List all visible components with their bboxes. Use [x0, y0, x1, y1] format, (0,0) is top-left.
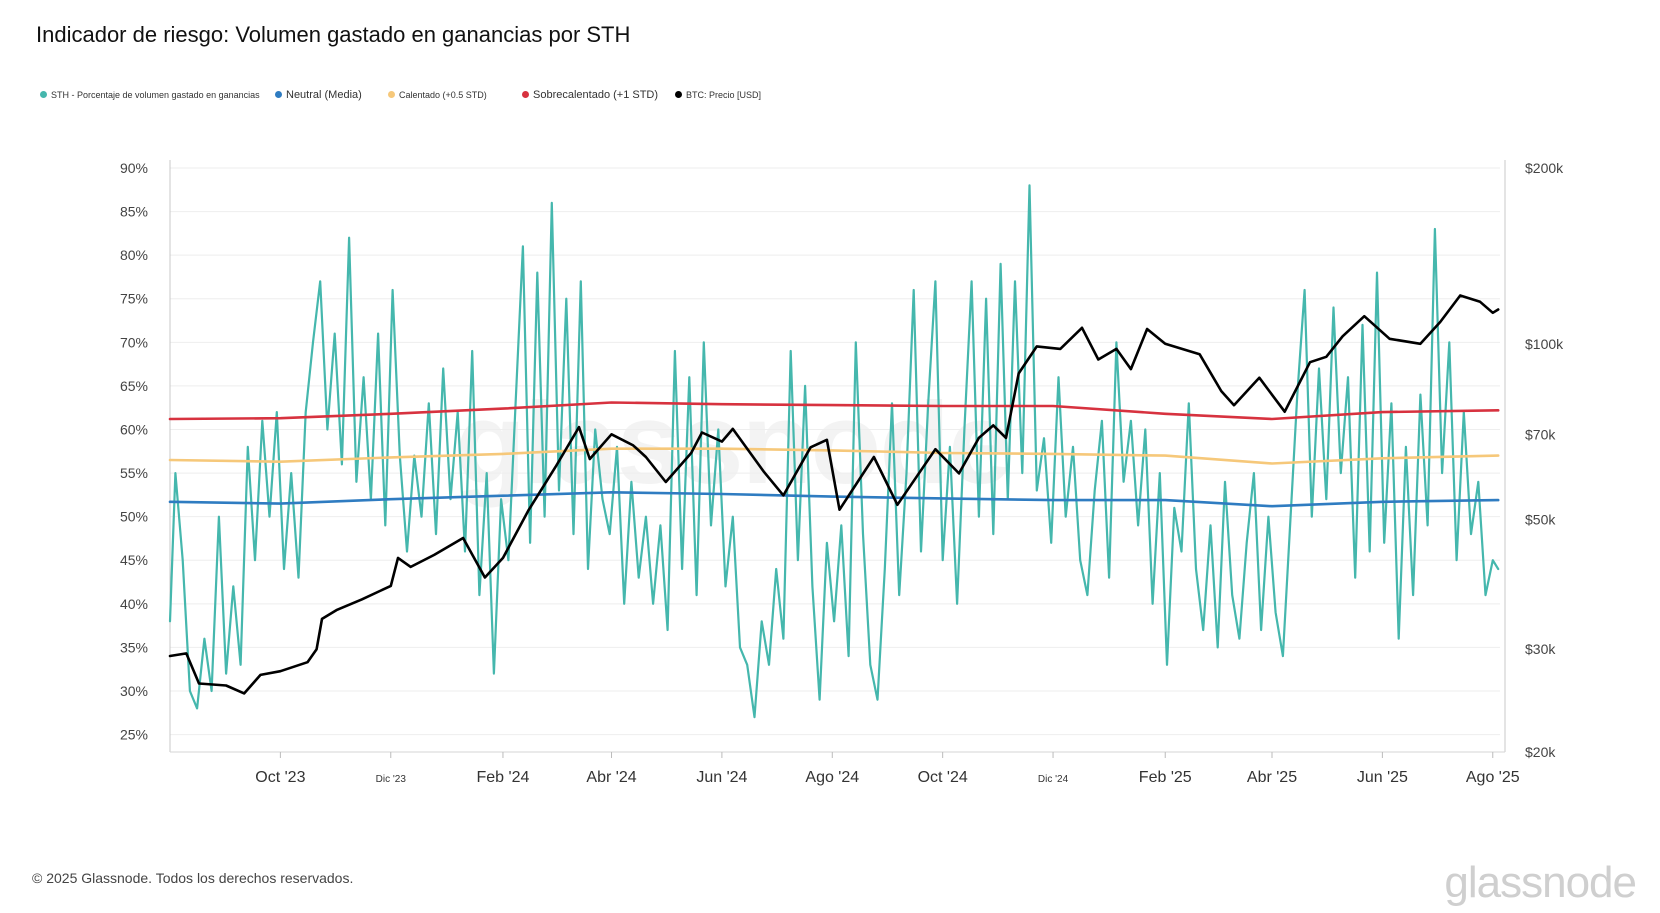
x-tick-label: Dic '24	[1038, 774, 1069, 785]
x-tick-label: Ago '25	[1466, 769, 1520, 786]
series-line	[168, 401, 1500, 421]
y-left-tick-label: 30%	[120, 683, 148, 699]
y-left-tick-label: 40%	[120, 596, 148, 612]
y-left-tick-label: 70%	[120, 334, 148, 350]
chart-legend: STH - Porcentaje de volumen gastado en g…	[40, 88, 840, 104]
x-tick-label: Abr '25	[1247, 769, 1297, 786]
legend-item: STH - Porcentaje de volumen gastado en g…	[40, 88, 260, 102]
legend-swatch	[275, 90, 282, 98]
legend-swatch	[675, 91, 682, 99]
series-line	[168, 447, 1500, 465]
series-line	[168, 491, 1500, 508]
copyright-footer: © 2025 Glassnode. Todos los derechos res…	[32, 870, 354, 886]
y-left-tick-label: 55%	[120, 465, 148, 481]
legend-swatch	[522, 90, 529, 98]
x-tick-label: Jun '25	[1357, 769, 1408, 786]
y-left-tick-label: 85%	[120, 204, 148, 220]
brand-logo: glassnode	[1444, 858, 1637, 907]
legend-label: STH - Porcentaje de volumen gastado en g…	[51, 90, 260, 100]
x-tick-label: Ago '24	[805, 769, 859, 786]
y-left-tick-label: 45%	[120, 552, 148, 568]
y-right-tick-label: $20k	[1525, 744, 1556, 760]
y-right-tick-label: $30k	[1525, 641, 1556, 657]
y-left-tick-label: 90%	[120, 160, 148, 176]
y-left-tick-label: 50%	[120, 509, 148, 525]
y-right-tick-label: $200k	[1525, 160, 1564, 176]
x-tick-label: Oct '23	[255, 769, 305, 786]
legend-label: Neutral (Media)	[286, 89, 362, 101]
y-left-tick-label: 80%	[120, 247, 148, 263]
series-line	[168, 184, 1500, 719]
y-left-tick-label: 65%	[120, 378, 148, 394]
y-right-tick-label: $100k	[1525, 336, 1564, 352]
y-left-tick-label: 75%	[120, 291, 148, 307]
legend-label: Calentado (+0.5 STD)	[399, 90, 487, 100]
x-tick-label: Abr '24	[586, 769, 636, 786]
legend-item: Calentado (+0.5 STD)	[388, 88, 487, 102]
x-tick-label: Oct '24	[918, 769, 968, 786]
x-tick-label: Feb '25	[1139, 769, 1192, 786]
legend-label: BTC: Precio [USD]	[686, 90, 762, 100]
y-left-tick-label: 35%	[120, 639, 148, 655]
x-tick-label: Dic '23	[376, 774, 407, 785]
series-line	[168, 294, 1500, 695]
y-right-tick-label: $50k	[1525, 512, 1556, 528]
y-right-tick-label: $70k	[1525, 426, 1556, 442]
x-tick-label: Jun '24	[696, 769, 747, 786]
chart-title: Indicador de riesgo: Volumen gastado en …	[36, 22, 631, 47]
legend-swatch	[388, 91, 395, 99]
legend-swatch	[40, 91, 47, 99]
x-tick-label: Feb '24	[477, 769, 530, 786]
y-left-tick-label: 25%	[120, 727, 148, 743]
legend-item: Sobrecalentado (+1 STD)	[522, 88, 658, 102]
y-left-tick-label: 60%	[120, 421, 148, 437]
legend-item: Neutral (Media)	[275, 88, 362, 102]
legend-item: BTC: Precio [USD]	[675, 88, 761, 102]
legend-label: Sobrecalentado (+1 STD)	[533, 89, 659, 101]
